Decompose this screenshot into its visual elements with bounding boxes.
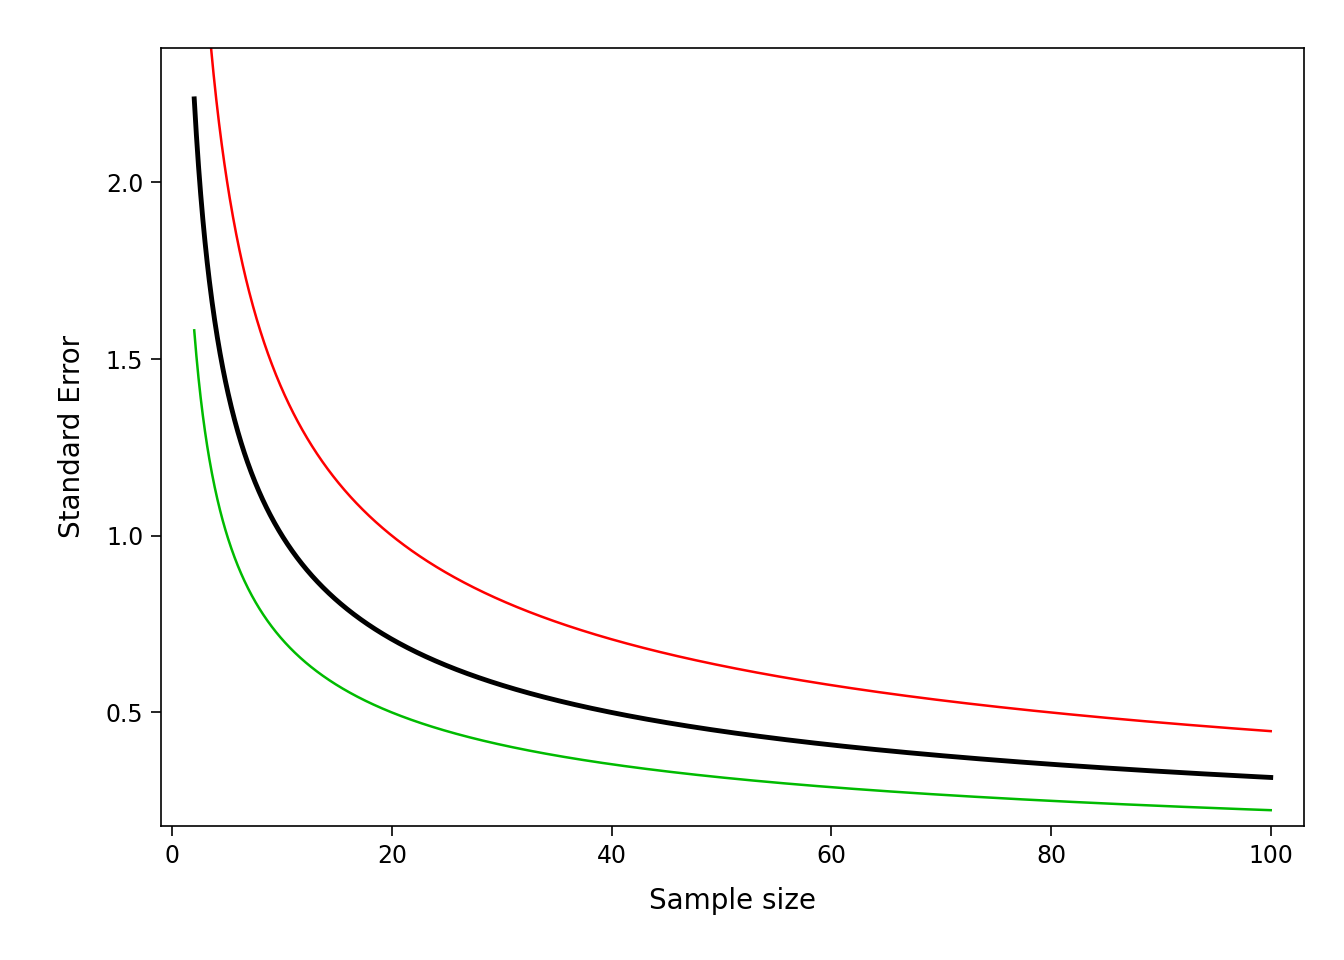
X-axis label: Sample size: Sample size <box>649 887 816 915</box>
Y-axis label: Standard Error: Standard Error <box>58 335 86 539</box>
